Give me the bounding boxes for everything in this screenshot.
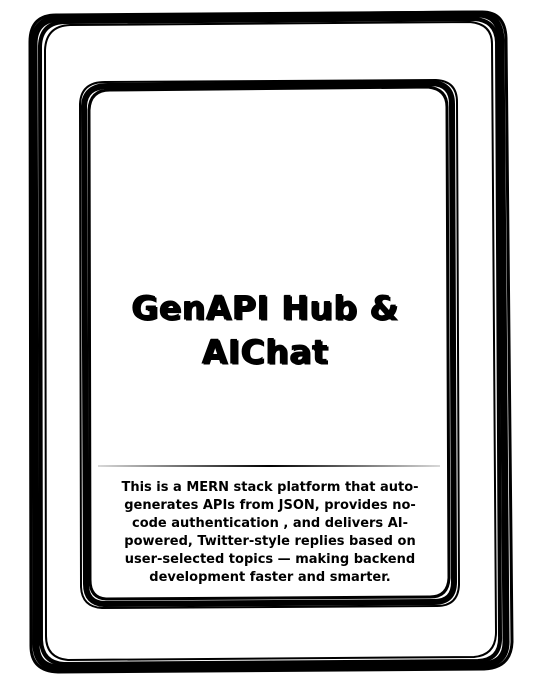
outer-border xyxy=(28,10,514,674)
card-title-line-1: GenAPI Hub & xyxy=(131,288,399,327)
card-description: This is a MERN stack platform that auto-… xyxy=(121,480,419,585)
card-title: GenAPI Hub & AIChat xyxy=(100,286,430,374)
card-title-line-2: AIChat xyxy=(201,332,329,371)
divider-line xyxy=(98,465,440,467)
inner-border xyxy=(79,79,460,609)
